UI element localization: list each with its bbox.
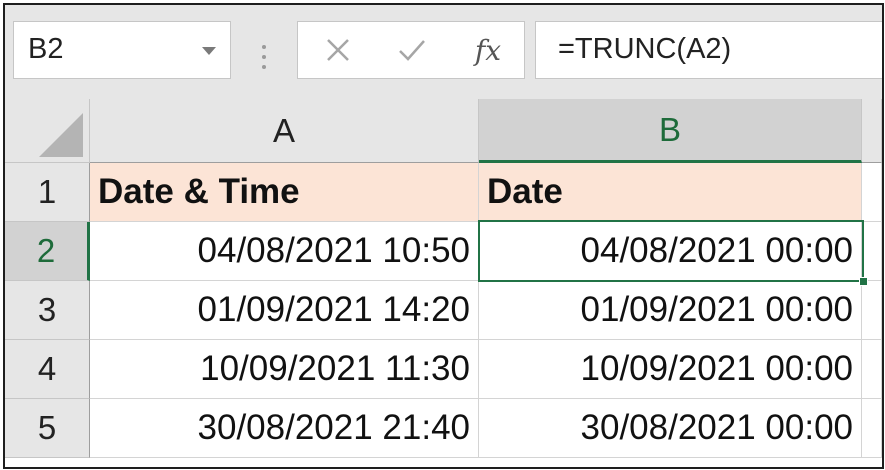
name-box-value: B2	[28, 33, 64, 65]
row-header-label: 2	[36, 232, 56, 269]
active-cell-selection	[478, 220, 864, 282]
cell-b4[interactable]: 10/09/2021 00:00	[479, 340, 862, 399]
check-icon	[399, 40, 425, 61]
fx-icon: fx	[474, 33, 502, 67]
column-header-label: B	[658, 110, 681, 148]
cell-c5[interactable]	[862, 399, 882, 458]
formula-bar: B2 fx =TRUNC(A2)	[5, 5, 882, 100]
cell-c2[interactable]	[862, 222, 882, 281]
enter-button[interactable]	[382, 22, 442, 78]
insert-function-button[interactable]: fx	[458, 22, 518, 78]
close-icon	[327, 39, 349, 61]
spreadsheet-window: B2 fx =TRUNC(A2)	[3, 3, 884, 469]
column-header-b[interactable]: B	[479, 99, 862, 163]
cell-c1[interactable]	[862, 163, 882, 222]
row-header-1[interactable]: 1	[5, 163, 90, 222]
column-header-a[interactable]: A	[90, 99, 479, 163]
row-header-4[interactable]: 4	[5, 340, 90, 399]
cell-c4[interactable]	[862, 340, 882, 399]
fill-handle[interactable]	[859, 277, 868, 286]
select-all-triangle-icon	[39, 113, 83, 157]
worksheet-grid: A B 1 2 3 4 5 Date & Time Date 04/08/202…	[5, 99, 882, 467]
select-all-button[interactable]	[5, 99, 90, 163]
cell-a3[interactable]: 01/09/2021 14:20	[90, 281, 479, 340]
cell-a2[interactable]: 04/08/2021 10:50	[90, 222, 479, 281]
cell-b1[interactable]: Date	[479, 163, 862, 222]
formula-bar-resize-handle[interactable]	[262, 45, 266, 69]
chevron-down-icon[interactable]	[202, 47, 216, 55]
formula-input[interactable]: =TRUNC(A2)	[535, 21, 882, 79]
cancel-button[interactable]	[308, 22, 368, 78]
name-box[interactable]: B2	[13, 21, 231, 79]
column-header-c[interactable]	[862, 99, 882, 163]
cell-a1[interactable]: Date & Time	[90, 163, 479, 222]
cell-a5[interactable]: 30/08/2021 21:40	[90, 399, 479, 458]
row-header-label: 4	[37, 350, 57, 387]
row-header-3[interactable]: 3	[5, 281, 90, 340]
row-header-5[interactable]: 5	[5, 399, 90, 458]
formula-value: =TRUNC(A2)	[558, 33, 732, 65]
formula-buttons: fx	[297, 21, 525, 79]
cell-c3[interactable]	[862, 281, 882, 340]
column-header-label: A	[272, 111, 295, 149]
cell-a4[interactable]: 10/09/2021 11:30	[90, 340, 479, 399]
cell-b5[interactable]: 30/08/2021 00:00	[479, 399, 862, 458]
cell-b3[interactable]: 01/09/2021 00:00	[479, 281, 862, 340]
row-header-label: 5	[37, 409, 57, 446]
row-header-2[interactable]: 2	[5, 222, 90, 281]
row-header-label: 1	[37, 173, 57, 210]
row-header-label: 3	[37, 291, 57, 328]
